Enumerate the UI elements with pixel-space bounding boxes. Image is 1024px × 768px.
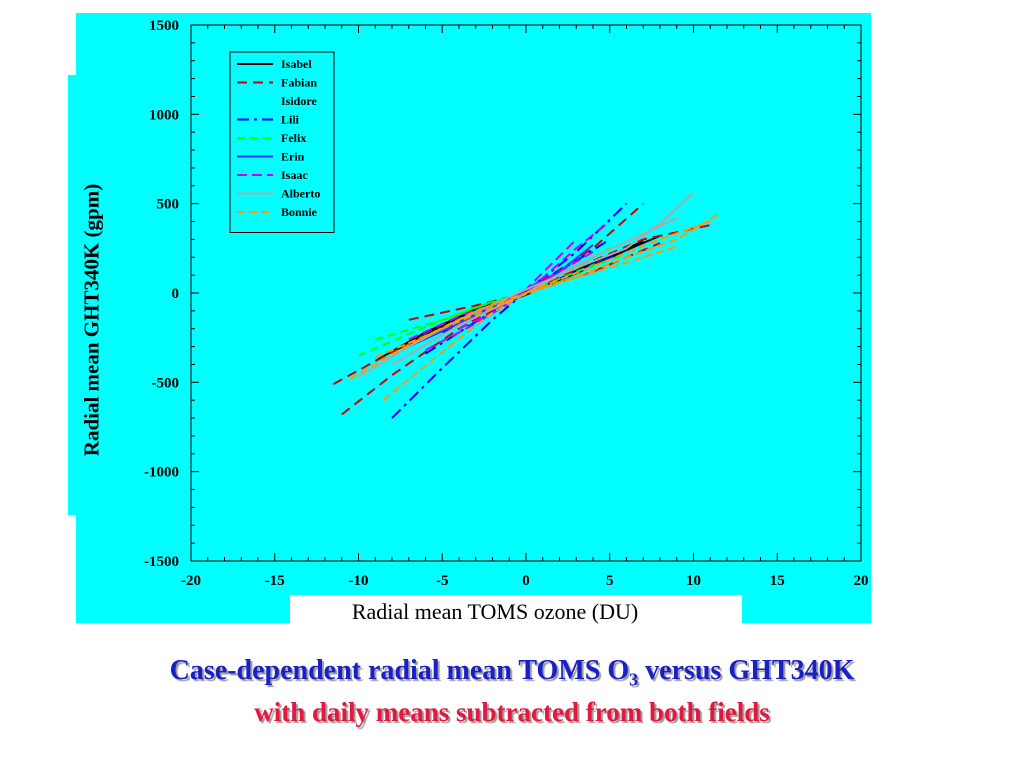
legend-label-isidore: Isidore (281, 94, 317, 108)
legend-label-isaac: Isaac (281, 168, 308, 182)
legend-label-alberto: Alberto (281, 187, 320, 201)
series-line-isaac (408, 251, 594, 341)
legend-label-bonnie: Bonnie (281, 205, 318, 219)
series-line-fabian (332, 224, 711, 385)
x-axis-title: Radial mean TOMS ozone (DU) (351, 599, 639, 624)
series-line-isaac (458, 238, 578, 330)
legend-label-fabian: Fabian (281, 76, 317, 90)
x-tick-label: 0 (522, 573, 530, 589)
series-line-alberto (357, 192, 695, 378)
x-tick-label: 5 (606, 573, 614, 589)
caption-line-2: with daily means subtracted from both fi… (254, 697, 770, 727)
legend-label-felix: Felix (281, 131, 306, 145)
series-line-bonnie (382, 220, 711, 401)
caption-subscript: 3 (629, 669, 639, 690)
x-tick-label: -5 (436, 573, 449, 589)
x-tick-label: 10 (686, 573, 701, 589)
x-tick-label: 20 (854, 573, 869, 589)
legend-label-lili: Lili (281, 113, 300, 127)
caption-line-1-prefix: Case-dependent radial mean TOMS O (169, 655, 630, 686)
series-line-bonnie (349, 213, 720, 380)
legend-label-isabel: Isabel (281, 57, 312, 71)
y-tick-label: 500 (157, 197, 180, 213)
y-tick-label: -1500 (144, 554, 179, 570)
series-line-lili (391, 202, 628, 419)
y-tick-label: 1500 (149, 18, 179, 34)
y-tick-label: -500 (152, 375, 180, 391)
y-tick-label: 1000 (149, 107, 179, 123)
series-line-bonnie (374, 245, 678, 359)
x-axis-title-background (290, 595, 742, 633)
x-tick-label: -20 (181, 573, 201, 589)
x-tick-label: -10 (349, 573, 369, 589)
y-axis-title: Radial mean GHT340K (gpm) (79, 183, 104, 457)
legend-label-erin: Erin (281, 150, 305, 164)
y-tick-label: -1000 (144, 465, 179, 481)
caption-line-1: Case-dependent radial mean TOMS O3 versu… (0, 655, 1024, 691)
y-tick-label: 0 (172, 286, 180, 302)
x-tick-label: 15 (770, 573, 785, 589)
x-tick-label: -15 (265, 573, 285, 589)
legend-box (229, 51, 335, 233)
series-line-isaac (425, 220, 611, 352)
y-axis-title-background (68, 75, 108, 515)
caption-line-1-suffix: versus GHT340K (638, 655, 855, 686)
